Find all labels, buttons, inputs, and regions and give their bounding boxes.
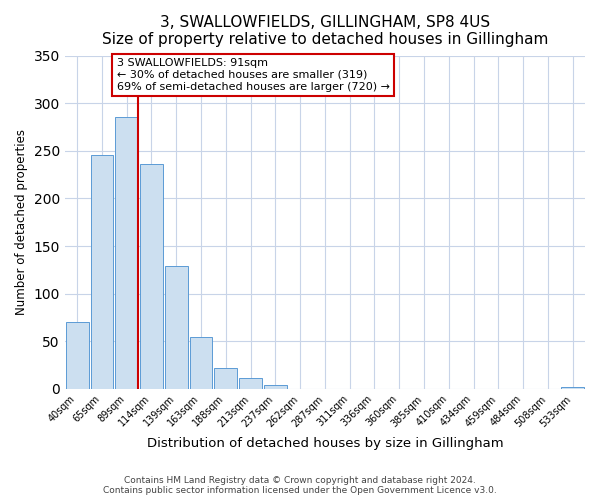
Bar [140, 164, 163, 389]
Bar [190, 338, 212, 389]
Text: Contains HM Land Registry data © Crown copyright and database right 2024.
Contai: Contains HM Land Registry data © Crown c… [103, 476, 497, 495]
Bar [165, 266, 188, 389]
Bar [239, 378, 262, 389]
Bar [115, 118, 138, 389]
Text: 3 SWALLOWFIELDS: 91sqm
← 30% of detached houses are smaller (319)
69% of semi-de: 3 SWALLOWFIELDS: 91sqm ← 30% of detached… [116, 58, 389, 92]
Bar [264, 385, 287, 389]
Bar [214, 368, 237, 389]
Y-axis label: Number of detached properties: Number of detached properties [15, 129, 28, 315]
Bar [66, 322, 89, 389]
X-axis label: Distribution of detached houses by size in Gillingham: Distribution of detached houses by size … [146, 437, 503, 450]
Bar [561, 387, 584, 389]
Bar [91, 154, 113, 389]
Title: 3, SWALLOWFIELDS, GILLINGHAM, SP8 4US
Size of property relative to detached hous: 3, SWALLOWFIELDS, GILLINGHAM, SP8 4US Si… [102, 15, 548, 48]
